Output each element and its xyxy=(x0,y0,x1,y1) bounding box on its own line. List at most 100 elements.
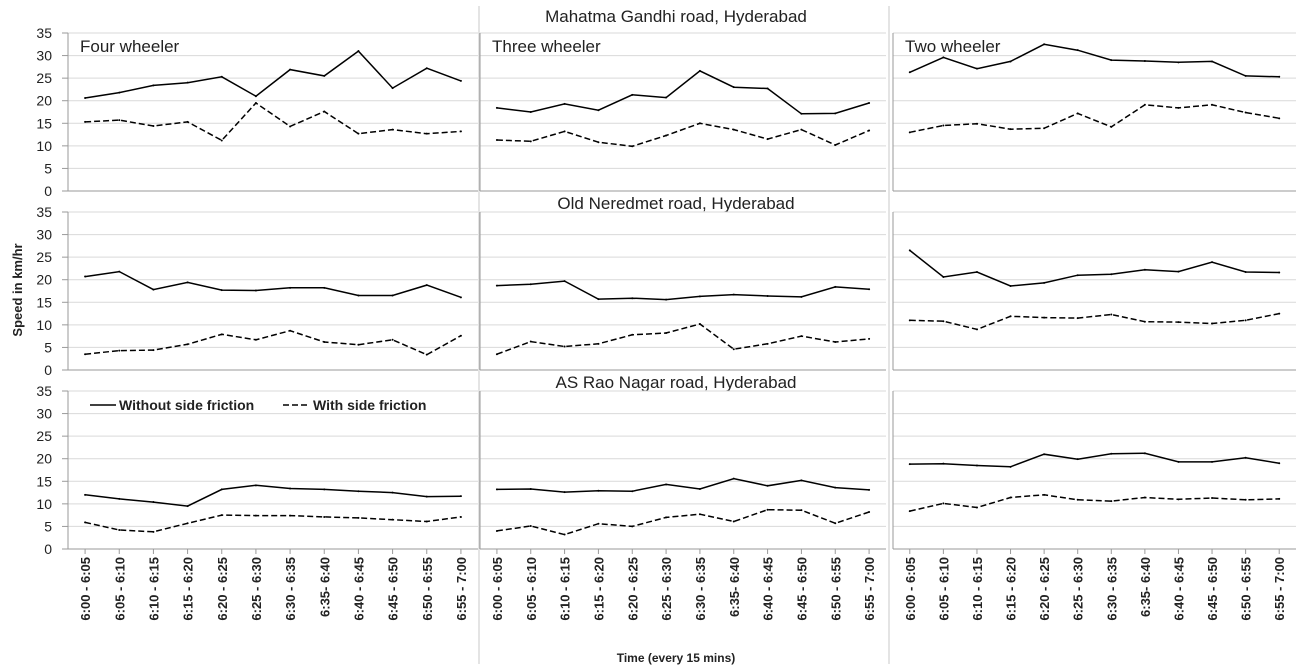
point-without-side-friction xyxy=(908,463,911,466)
point-with-side-friction xyxy=(84,353,87,356)
series-with-side-friction xyxy=(496,122,870,148)
point-with-side-friction xyxy=(1009,315,1012,318)
point-with-side-friction xyxy=(1043,127,1046,130)
point-without-side-friction xyxy=(495,488,498,491)
y-tick-label: 10 xyxy=(36,138,52,154)
point-with-side-friction xyxy=(1143,103,1146,106)
point-with-side-friction xyxy=(1076,317,1079,320)
y-tick-label: 25 xyxy=(36,428,52,444)
point-with-side-friction xyxy=(425,132,428,135)
x-tick-label: 6:35- 6:40 xyxy=(727,557,742,617)
point-with-side-friction xyxy=(357,343,360,346)
point-without-side-friction xyxy=(942,56,945,59)
point-without-side-friction xyxy=(766,484,769,487)
point-without-side-friction xyxy=(1143,452,1146,455)
point-without-side-friction xyxy=(495,106,498,109)
row-title-old-neredmet-road-hyderabad: Old Neredmet road, Hyderabad xyxy=(557,194,794,213)
x-tick-label: 6:05 - 6:10 xyxy=(112,557,127,621)
point-without-side-friction xyxy=(1110,273,1113,276)
point-without-side-friction xyxy=(1043,453,1046,456)
y-tick-label: 5 xyxy=(44,160,52,176)
y-tick-label: 20 xyxy=(36,93,52,109)
point-without-side-friction xyxy=(1043,43,1046,46)
point-without-side-friction xyxy=(254,289,257,292)
point-with-side-friction xyxy=(118,119,121,122)
y-tick-label: 10 xyxy=(36,317,52,333)
point-without-side-friction xyxy=(975,271,978,274)
point-with-side-friction xyxy=(323,341,326,344)
point-with-side-friction xyxy=(1009,496,1012,499)
x-tick-label: 6:20 - 6:25 xyxy=(215,557,230,621)
point-without-side-friction xyxy=(1211,60,1214,63)
x-tick-label: 6:25 - 6:30 xyxy=(249,557,264,621)
point-without-side-friction xyxy=(425,67,428,70)
x-tick-label: 6:30 - 6:35 xyxy=(693,557,708,621)
point-with-side-friction xyxy=(698,322,701,325)
point-without-side-friction xyxy=(1244,74,1247,77)
point-with-side-friction xyxy=(186,522,189,525)
point-with-side-friction xyxy=(834,341,837,344)
point-with-side-friction xyxy=(289,329,292,332)
point-with-side-friction xyxy=(563,345,566,348)
panel-r2-c3 xyxy=(892,211,1296,371)
point-without-side-friction xyxy=(732,293,735,296)
point-without-side-friction xyxy=(698,487,701,490)
x-tick-label: 6:30 - 6:35 xyxy=(283,557,298,621)
point-with-side-friction xyxy=(152,124,155,127)
point-without-side-friction xyxy=(1278,271,1281,274)
point-with-side-friction xyxy=(942,320,945,323)
point-without-side-friction xyxy=(391,491,394,494)
point-with-side-friction xyxy=(1177,321,1180,324)
point-without-side-friction xyxy=(732,477,735,480)
point-without-side-friction xyxy=(665,298,668,301)
point-without-side-friction xyxy=(1009,60,1012,63)
y-tick-label: 15 xyxy=(36,473,52,489)
x-tick-label: 6:35- 6:40 xyxy=(317,557,332,617)
point-with-side-friction xyxy=(1244,498,1247,501)
point-without-side-friction xyxy=(665,96,668,99)
point-with-side-friction xyxy=(84,120,87,123)
y-tick-label: 15 xyxy=(36,115,52,131)
point-without-side-friction xyxy=(631,297,634,300)
point-without-side-friction xyxy=(975,464,978,467)
legend: Without side friction With side friction xyxy=(90,397,426,413)
point-with-side-friction xyxy=(698,513,701,516)
point-without-side-friction xyxy=(495,284,498,287)
y-axis-label: Speed in km/hr xyxy=(10,243,25,336)
point-with-side-friction xyxy=(1076,498,1079,501)
point-with-side-friction xyxy=(1043,316,1046,319)
point-with-side-friction xyxy=(152,530,155,533)
point-with-side-friction xyxy=(834,522,837,525)
point-with-side-friction xyxy=(220,139,223,142)
row-title-mahatma-gandhi-road-hyderabad: Mahatma Gandhi road, Hyderabad xyxy=(545,7,807,26)
point-without-side-friction xyxy=(1009,465,1012,468)
series-with-side-friction xyxy=(909,312,1280,331)
point-with-side-friction xyxy=(254,514,257,517)
point-with-side-friction xyxy=(391,338,394,341)
point-with-side-friction xyxy=(220,514,223,517)
x-tick-label: 6:45 - 6:50 xyxy=(1205,557,1220,621)
y-tick-label: 35 xyxy=(36,204,52,220)
point-with-side-friction xyxy=(495,353,498,356)
x-tick-label: 6:50 - 6:55 xyxy=(420,557,435,621)
point-without-side-friction xyxy=(254,95,257,98)
y-tick-label: 30 xyxy=(36,406,52,422)
point-without-side-friction xyxy=(1143,59,1146,62)
point-with-side-friction xyxy=(1076,112,1079,115)
point-without-side-friction xyxy=(425,284,428,287)
point-without-side-friction xyxy=(868,101,871,104)
point-without-side-friction xyxy=(84,275,87,278)
point-without-side-friction xyxy=(868,488,871,491)
point-without-side-friction xyxy=(118,497,121,500)
point-without-side-friction xyxy=(800,112,803,115)
point-without-side-friction xyxy=(1143,268,1146,271)
point-without-side-friction xyxy=(1076,274,1079,277)
x-tick-label: 6:55 - 7:00 xyxy=(454,557,469,621)
point-with-side-friction xyxy=(357,132,360,135)
point-with-side-friction xyxy=(118,349,121,352)
point-with-side-friction xyxy=(975,328,978,331)
x-tick-label: 6:00 - 6:05 xyxy=(903,557,918,621)
point-without-side-friction xyxy=(1177,460,1180,463)
point-with-side-friction xyxy=(732,348,735,351)
point-with-side-friction xyxy=(495,138,498,141)
